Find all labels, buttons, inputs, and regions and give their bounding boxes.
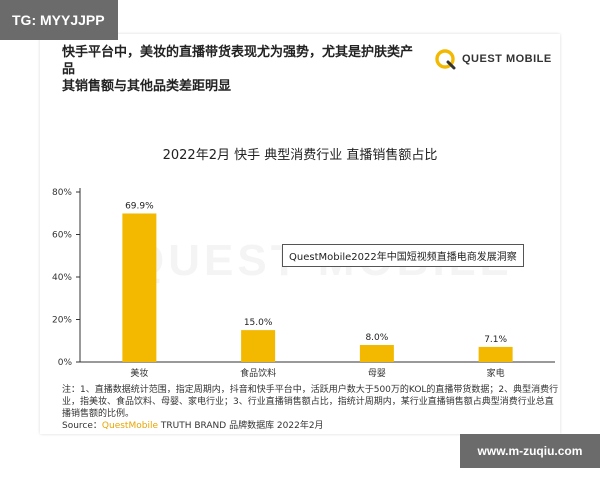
chart-title: 2022年2月 快手 典型消费行业 直播销售额占比: [162, 148, 438, 163]
x-tick-label: 食品饮料: [240, 367, 276, 379]
headline: 快手平台中，美妆的直播带货表现尤为强势，尤其是护肤类产品 其销售额与其他品类差距…: [62, 44, 422, 95]
x-tick-label: 美妆: [130, 367, 148, 379]
source-highlight: QuestMobile: [101, 421, 158, 431]
brand-logo: QUEST MOBILE: [434, 48, 552, 70]
bar: [241, 330, 276, 362]
data-label: 7.1%: [484, 335, 507, 345]
brand-name: QUEST MOBILE: [462, 53, 552, 65]
headline-line-1: 快手平台中，美妆的直播带货表现尤为强势，尤其是护肤类产品: [62, 45, 414, 77]
source-suffix: TRUTH BRAND 品牌数据库 2022年2月: [158, 421, 324, 431]
y-tick-label: 20%: [52, 316, 72, 326]
report-callout: QuestMobile2022年中国短视频直播电商发展洞察: [282, 244, 524, 267]
site-tag: www.m-zuqiu.com: [460, 434, 600, 468]
data-label: 69.9%: [125, 201, 154, 211]
y-tick-label: 40%: [52, 273, 72, 283]
y-tick-label: 60%: [52, 231, 72, 241]
y-tick-label: 80%: [52, 188, 72, 198]
source-line: Source：QuestMobile TRUTH BRAND 品牌数据库 202…: [62, 418, 324, 431]
bar: [478, 346, 513, 362]
y-tick-label: 0%: [58, 358, 73, 368]
footnote: 注：1、直播数据统计范围，指定周期内，抖音和快手平台中，活跃用户数大于500万的…: [62, 385, 559, 419]
data-label: 15.0%: [244, 318, 273, 328]
source-prefix: Source：: [62, 421, 102, 431]
questmobile-logo-icon: [435, 49, 456, 70]
bar: [122, 213, 157, 362]
headline-line-2: 其销售额与其他品类差距明显: [62, 79, 232, 94]
x-tick-label: 家电: [487, 367, 505, 379]
data-label: 8.0%: [365, 333, 388, 343]
tg-tag: TG: MYYJJPP: [0, 0, 118, 40]
bar: [359, 345, 394, 362]
x-tick-label: 母婴: [368, 368, 386, 379]
